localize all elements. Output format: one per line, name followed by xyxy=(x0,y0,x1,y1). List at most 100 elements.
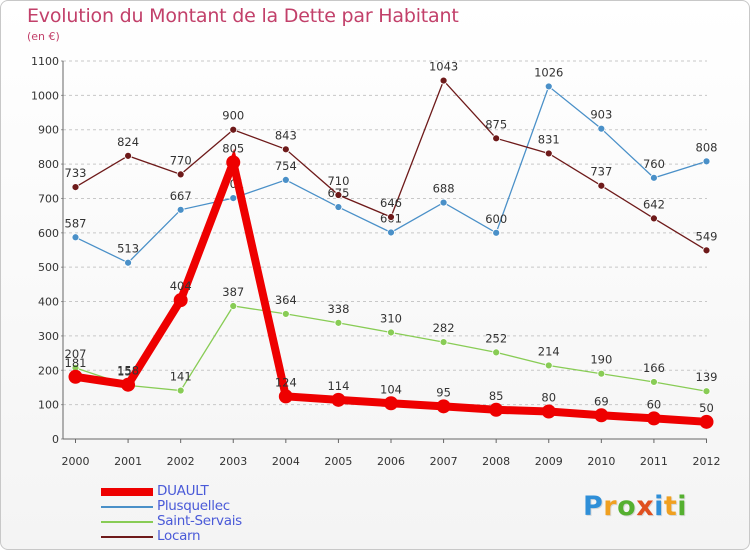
data-point xyxy=(544,82,553,91)
data-point xyxy=(492,348,501,357)
x-tick-label: 2005 xyxy=(324,455,352,468)
data-label: 831 xyxy=(538,132,560,146)
data-label: 710 xyxy=(327,174,349,188)
data-label: 688 xyxy=(433,182,455,196)
data-point xyxy=(387,328,395,337)
data-point xyxy=(229,125,238,134)
data-label: 843 xyxy=(275,128,297,142)
y-tick-label: 900 xyxy=(38,124,59,137)
x-tick-label: 2003 xyxy=(219,455,247,468)
data-label: 737 xyxy=(590,165,612,179)
data-label: 95 xyxy=(436,385,451,399)
y-tick-label: 500 xyxy=(38,261,59,274)
data-label: 60 xyxy=(647,397,662,411)
data-label: 207 xyxy=(65,347,87,361)
data-point xyxy=(226,155,241,170)
y-tick-label: 200 xyxy=(38,364,59,377)
y-tick-label: 600 xyxy=(38,227,59,240)
data-label: 387 xyxy=(222,285,244,299)
data-label: 733 xyxy=(65,166,87,180)
data-label: 760 xyxy=(643,157,665,171)
data-label: 667 xyxy=(170,189,192,203)
data-label: 364 xyxy=(275,293,297,307)
data-point xyxy=(541,404,556,419)
data-label: 642 xyxy=(643,197,665,211)
legend-label: Plusquellec xyxy=(157,498,230,514)
legend-label: Locarn xyxy=(157,528,201,544)
data-point xyxy=(439,198,448,207)
legend-swatch xyxy=(101,536,153,538)
x-tick-label: 2010 xyxy=(587,455,615,468)
data-point xyxy=(492,228,501,237)
legend-swatch xyxy=(101,488,153,496)
logo-letter: r xyxy=(603,491,618,522)
logo-letter: i xyxy=(654,491,664,522)
y-tick-label: 800 xyxy=(38,158,59,171)
data-label: 50 xyxy=(699,401,714,415)
data-point xyxy=(439,338,448,346)
data-label: 513 xyxy=(117,242,139,256)
data-label: 252 xyxy=(485,331,507,345)
y-tick-label: 400 xyxy=(38,296,59,309)
data-label: 80 xyxy=(541,391,556,405)
data-label: 158 xyxy=(117,364,139,378)
data-point xyxy=(594,408,609,423)
data-label: 587 xyxy=(65,216,87,230)
data-label: 900 xyxy=(222,109,244,123)
chart-subtitle: (en €) xyxy=(27,30,60,43)
data-label: 139 xyxy=(696,370,718,384)
x-tick-label: 2002 xyxy=(167,455,195,468)
data-point xyxy=(384,396,398,411)
logo-letter: t xyxy=(663,491,678,522)
legend-swatch xyxy=(101,521,153,523)
data-point xyxy=(68,369,83,384)
data-label: 85 xyxy=(489,389,504,403)
data-point xyxy=(71,183,80,192)
data-point xyxy=(597,124,606,133)
x-tick-label: 2009 xyxy=(535,455,563,468)
data-point xyxy=(650,378,658,386)
data-label: 805 xyxy=(222,141,244,155)
x-tick-label: 2007 xyxy=(430,455,458,468)
data-point xyxy=(489,402,504,417)
data-label: 69 xyxy=(594,394,609,408)
data-label: 166 xyxy=(643,361,665,375)
data-label: 770 xyxy=(170,153,192,167)
data-point xyxy=(229,302,238,310)
y-tick-label: 300 xyxy=(38,330,59,343)
data-point xyxy=(702,246,711,255)
data-point xyxy=(176,386,185,395)
data-point xyxy=(71,233,80,242)
data-point xyxy=(124,151,132,160)
data-point xyxy=(229,194,238,203)
data-point xyxy=(176,205,185,214)
data-point xyxy=(699,414,714,429)
data-label: 875 xyxy=(485,117,507,131)
data-label: 338 xyxy=(327,302,349,316)
data-label: 903 xyxy=(590,108,612,122)
x-tick-label: 2012 xyxy=(693,455,721,468)
data-point xyxy=(439,76,448,85)
data-point xyxy=(387,228,395,237)
x-tick-label: 2011 xyxy=(640,455,668,468)
data-point xyxy=(646,411,661,426)
logo-letter: i xyxy=(677,491,688,522)
data-label: 824 xyxy=(117,135,139,149)
data-label: 114 xyxy=(327,379,349,393)
data-label: 190 xyxy=(590,353,612,367)
data-point xyxy=(334,318,343,327)
legend-swatch xyxy=(101,506,153,508)
data-label: 646 xyxy=(380,196,402,210)
data-point xyxy=(121,377,136,392)
x-tick-label: 2001 xyxy=(114,455,142,468)
y-tick-label: 700 xyxy=(38,192,59,205)
data-label: 310 xyxy=(380,311,402,325)
data-label: 404 xyxy=(170,279,192,293)
data-point xyxy=(702,387,711,396)
data-label: 124 xyxy=(275,375,297,389)
y-tick-label: 0 xyxy=(52,433,59,446)
logo-letter: P xyxy=(583,491,604,522)
data-point xyxy=(173,293,188,308)
data-point xyxy=(278,389,293,404)
